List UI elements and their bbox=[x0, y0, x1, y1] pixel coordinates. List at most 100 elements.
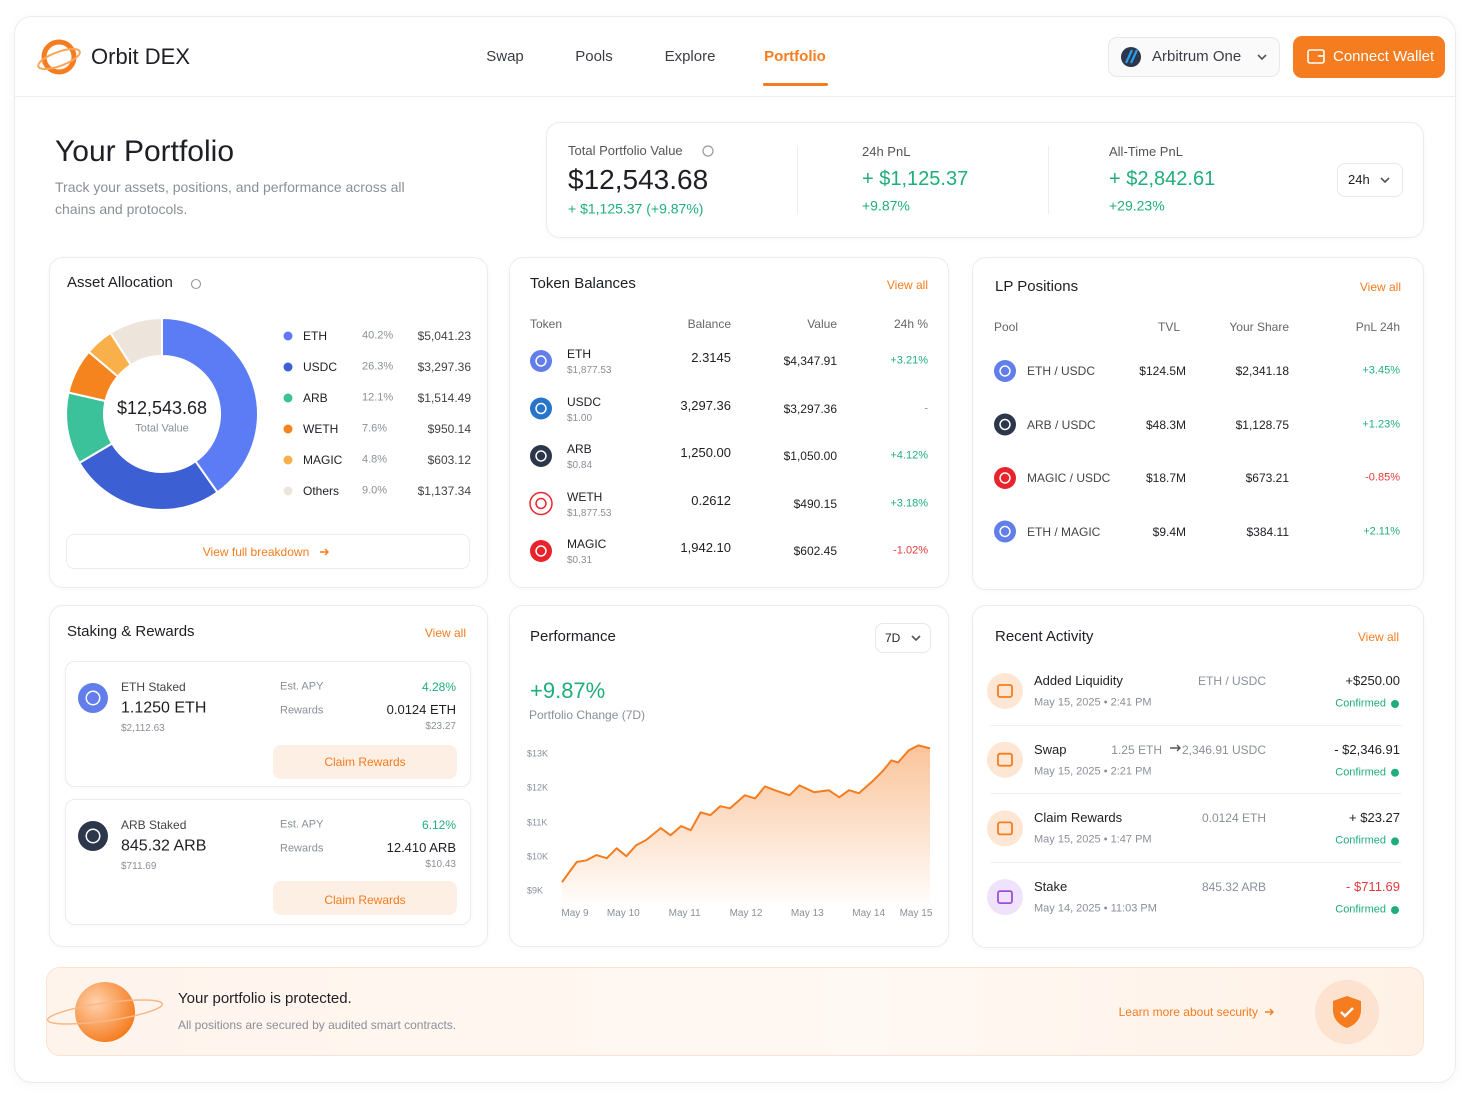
banner-title: Your portfolio is protected. bbox=[178, 990, 352, 1007]
activity-amount: - $711.69 bbox=[1346, 879, 1400, 895]
activity-status: Confirmed bbox=[1335, 766, 1386, 779]
divider bbox=[990, 793, 1402, 794]
rewards-usd: $23.27 bbox=[425, 721, 456, 732]
security-banner bbox=[46, 967, 1424, 1056]
connect-label[interactable]: Connect Wallet bbox=[1333, 48, 1435, 65]
pool-tvl: $18.7M bbox=[1145, 470, 1186, 485]
pool-tvl: $124.5M bbox=[1139, 363, 1186, 378]
x-tick-label: May 14 bbox=[852, 908, 886, 919]
stake-name: ETH Staked bbox=[121, 679, 186, 694]
column-header: 24h % bbox=[893, 316, 928, 331]
column-header: Your Share bbox=[1229, 319, 1289, 334]
token-value: $3,297.36 bbox=[783, 401, 837, 416]
divider bbox=[990, 725, 1402, 726]
nav-link[interactable]: Portfolio bbox=[764, 48, 826, 65]
rewards-label: Rewards bbox=[280, 704, 324, 717]
legend-name: MAGIC bbox=[303, 452, 343, 467]
token-symbol: MAGIC bbox=[567, 536, 607, 551]
legend-name: ARB bbox=[303, 390, 328, 405]
apy-label: Est. APY bbox=[280, 680, 324, 693]
claim-label[interactable]: Claim Rewards bbox=[324, 892, 406, 907]
view-all[interactable]: View all bbox=[1357, 629, 1399, 644]
activity-time: May 15, 2025 • 2:21 PM bbox=[1034, 765, 1152, 778]
token-balance: 1,942.10 bbox=[680, 540, 731, 556]
view-all[interactable]: View all bbox=[1359, 279, 1401, 294]
legend-amount: $3,297.36 bbox=[417, 359, 471, 374]
summary-value: + $1,125.37 bbox=[862, 168, 969, 190]
column-header: Token bbox=[530, 316, 563, 331]
nav-link[interactable]: Pools bbox=[575, 48, 613, 65]
activity-time: May 14, 2025 • 11:03 PM bbox=[1034, 902, 1157, 915]
breakdown-link[interactable]: View full breakdown bbox=[202, 544, 310, 559]
rewards-value: 0.0124 ETH bbox=[386, 702, 456, 718]
range-select[interactable] bbox=[1337, 163, 1403, 197]
token-balance: 0.2612 bbox=[691, 492, 731, 508]
banner-link[interactable]: Learn more about security bbox=[1118, 1004, 1258, 1019]
legend-name: ETH bbox=[303, 328, 327, 343]
summary-change: + $1,125.37 (+9.87%) bbox=[568, 200, 704, 217]
card-title: Token Balances bbox=[530, 275, 636, 292]
activity-detail: 845.32 ARB bbox=[1201, 879, 1266, 894]
legend-percent: 4.8% bbox=[362, 453, 388, 466]
token-change: -1.02% bbox=[893, 544, 928, 557]
activity-action: Swap bbox=[1034, 741, 1067, 757]
range-label[interactable]: 24h bbox=[1348, 172, 1370, 188]
center-label: Total Value bbox=[135, 422, 189, 435]
nav-link[interactable]: Swap bbox=[486, 48, 524, 65]
claim-label[interactable]: Claim Rewards bbox=[324, 754, 406, 769]
range-label[interactable]: 7D bbox=[885, 630, 901, 645]
summary-card bbox=[546, 122, 1424, 238]
view-all[interactable]: View all bbox=[886, 277, 928, 292]
y-tick-label: $9K bbox=[527, 885, 544, 896]
range-select[interactable] bbox=[875, 623, 931, 653]
x-tick-label: May 10 bbox=[606, 908, 640, 919]
legend-percent: 40.2% bbox=[362, 329, 394, 342]
legend-amount: $1,514.49 bbox=[417, 390, 471, 405]
token-value: $1,050.00 bbox=[783, 448, 837, 463]
tokens-card bbox=[509, 257, 949, 588]
apy-value: 4.28% bbox=[421, 679, 456, 694]
x-tick-label: May 12 bbox=[729, 908, 763, 919]
token-change: +3.18% bbox=[890, 496, 928, 509]
summary-label: 24h PnL bbox=[862, 144, 911, 160]
nav-link[interactable]: Explore bbox=[664, 48, 716, 65]
banner-text: All positions are secured by audited sma… bbox=[178, 1017, 457, 1032]
rewards-label: Rewards bbox=[280, 842, 324, 855]
brand: Orbit DEX bbox=[91, 43, 191, 69]
summary-value: $12,543.68 bbox=[568, 164, 709, 196]
token-change: +3.21% bbox=[890, 354, 928, 367]
stake-amount: 845.32 ARB bbox=[121, 837, 207, 855]
column-header: Pool bbox=[994, 319, 1019, 334]
divider bbox=[1048, 146, 1049, 214]
pool-share: $384.11 bbox=[1246, 524, 1290, 539]
y-tick-label: $11K bbox=[527, 817, 548, 828]
legend-amount: $950.14 bbox=[427, 421, 471, 436]
y-tick-label: $13K bbox=[527, 748, 549, 759]
rewards-value: 12.410 ARB bbox=[386, 840, 456, 856]
activity-time: May 15, 2025 • 1:47 PM bbox=[1034, 833, 1152, 846]
pool-name: ETH / MAGIC bbox=[1027, 524, 1101, 539]
chart-annotation: +9.87% bbox=[530, 677, 606, 703]
legend-percent: 26.3% bbox=[362, 360, 394, 373]
legend-name: WETH bbox=[303, 421, 339, 436]
token-balance: 2.3145 bbox=[691, 350, 731, 366]
y-tick-label: $12K bbox=[527, 783, 549, 794]
rewards-usd: $10.43 bbox=[425, 859, 456, 870]
summary-label: All-Time PnL bbox=[1109, 144, 1183, 160]
claim-button[interactable] bbox=[273, 745, 457, 779]
breakdown-button[interactable] bbox=[66, 534, 470, 569]
pool-share: $1,128.75 bbox=[1235, 417, 1289, 432]
column-header: Balance bbox=[687, 316, 731, 331]
legend-percent: 9.0% bbox=[362, 484, 388, 497]
view-all[interactable]: View all bbox=[424, 625, 466, 640]
activity-amount: + $23.27 bbox=[1349, 810, 1400, 826]
stake-name: ARB Staked bbox=[121, 817, 187, 832]
summary-label: Total Portfolio Value bbox=[568, 143, 683, 159]
column-header: PnL 24h bbox=[1355, 319, 1400, 334]
claim-button[interactable] bbox=[273, 881, 457, 915]
divider bbox=[797, 146, 798, 214]
divider bbox=[990, 862, 1402, 863]
